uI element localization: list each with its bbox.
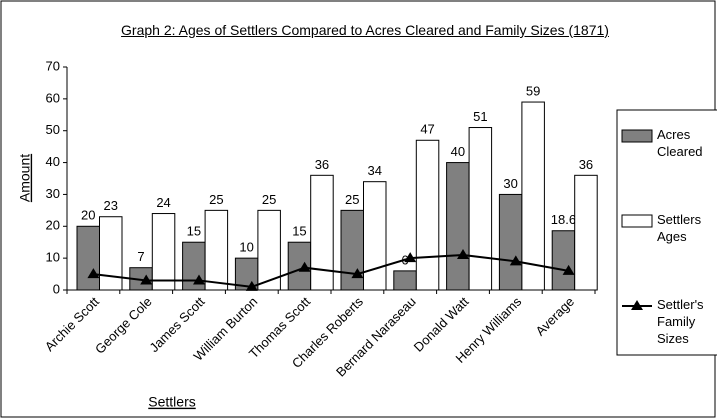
data-label: 15 — [187, 224, 201, 239]
line — [93, 253, 569, 288]
legend-label: Settlers Ages — [657, 212, 705, 244]
data-label: 40 — [451, 144, 465, 159]
marker — [193, 274, 205, 285]
bar — [468, 127, 493, 291]
data-label: 15 — [292, 224, 306, 239]
y-tick-label: 30 — [46, 186, 60, 201]
bar — [76, 225, 100, 291]
x-tick-label: George Cole — [92, 294, 155, 357]
bar — [287, 241, 312, 291]
marker — [351, 268, 364, 279]
bar — [446, 162, 470, 291]
marker — [404, 252, 417, 263]
data-label: 24 — [156, 195, 170, 210]
chart-title: Graph 2: Ages of Settlers Compared to Ac… — [121, 22, 609, 38]
x-axis-label: Settlers — [148, 394, 195, 410]
data-label: 51 — [473, 109, 487, 124]
legend-marker — [631, 300, 643, 310]
bar — [310, 174, 334, 291]
bar — [521, 101, 545, 291]
y-tick-label: 20 — [46, 218, 60, 233]
legend-box — [616, 109, 717, 356]
data-label: 20 — [81, 208, 95, 223]
x-tick-label: Average — [532, 294, 577, 339]
bar — [574, 174, 598, 291]
data-label: 34 — [368, 163, 382, 178]
data-label: 10 — [239, 240, 253, 255]
data-label: 25 — [209, 192, 223, 207]
marker — [140, 274, 153, 285]
legend-swatch — [621, 214, 653, 228]
legend-label: Settler's Family Sizes — [657, 297, 707, 346]
data-label: 59 — [526, 83, 540, 98]
marker — [87, 268, 100, 279]
marker — [298, 261, 311, 272]
data-label: 25 — [345, 192, 359, 207]
data-label: 23 — [104, 198, 118, 213]
bar — [99, 216, 123, 291]
legend-swatch — [621, 129, 653, 143]
y-tick-label: 70 — [46, 58, 60, 73]
y-tick-label: 50 — [46, 122, 60, 137]
bar — [363, 181, 387, 291]
marker — [457, 248, 469, 259]
data-label: 18.6 — [551, 212, 576, 227]
bar — [551, 230, 576, 291]
y-tick-label: 60 — [46, 90, 60, 105]
marker — [509, 255, 522, 266]
data-label: 36 — [579, 157, 593, 172]
y-tick-label: 40 — [46, 154, 60, 169]
data-label: 25 — [262, 192, 276, 207]
bar — [257, 209, 281, 291]
y-axis-label: Amount — [17, 154, 33, 202]
marker — [562, 264, 575, 275]
legend-label: Acres Cleared — [657, 127, 703, 159]
data-label: 36 — [315, 157, 329, 172]
bar — [151, 213, 176, 291]
marker — [245, 280, 258, 291]
data-label: 7 — [137, 249, 144, 264]
bar — [393, 270, 417, 291]
y-tick-label: 0 — [53, 281, 60, 296]
data-label: 47 — [420, 122, 434, 137]
y-tick-label: 10 — [46, 250, 60, 265]
data-label: 30 — [503, 176, 517, 191]
bar — [498, 193, 523, 291]
bar — [204, 209, 229, 291]
bar — [415, 139, 440, 291]
